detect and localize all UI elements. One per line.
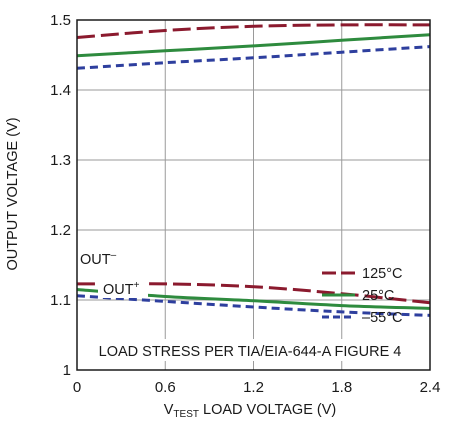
y-tick-label: 1.4: [50, 82, 71, 99]
series-line-out-minus-55c-5: [76, 294, 431, 317]
y-tick-label: 1: [63, 362, 71, 379]
footer-note: LOAD STRESS PER TIA/EIA-644-A FIGURE 4: [99, 344, 402, 360]
legend-label-25c: 25°C: [362, 288, 394, 304]
x-axis-label: VTEST LOAD VOLTAGE (V): [164, 402, 336, 420]
legend-label-125c: 125°C: [362, 266, 402, 282]
y-axis-label: OUTPUT VOLTAGE (V): [5, 117, 21, 270]
x-tick-label: 1.8: [331, 379, 352, 396]
x-tick-label: 1.2: [243, 379, 264, 396]
footer-note-bg: [84, 339, 416, 361]
legend-label-minus55c: –55°C: [362, 310, 402, 326]
series-line-out-plus-55c-2: [76, 45, 431, 70]
legend: 125°C 25°C –55°C: [322, 266, 402, 326]
out-plus-label-bg: [98, 278, 148, 298]
x-tick-label: 0: [73, 379, 81, 396]
plot-frame: [76, 19, 431, 371]
tick-labels: 0 0.6 1.2 1.8 2.4 1 1.1 1.2 1.3 1.4 1.5: [50, 12, 440, 396]
y-tick-label: 1.1: [50, 292, 71, 309]
y-tick-label: 1.3: [50, 152, 71, 169]
out-minus-label: OUT–: [80, 250, 117, 268]
x-tick-label: 2.4: [420, 379, 441, 396]
y-tick-label: 1.5: [50, 12, 71, 29]
out-plus-label: OUT+: [103, 280, 140, 298]
y-tick-label: 1.2: [50, 222, 71, 239]
x-tick-label: 0.6: [155, 379, 176, 396]
series-line-out-plus-25c-1: [76, 33, 431, 58]
series-line-out-plus-125c-0: [76, 23, 431, 39]
